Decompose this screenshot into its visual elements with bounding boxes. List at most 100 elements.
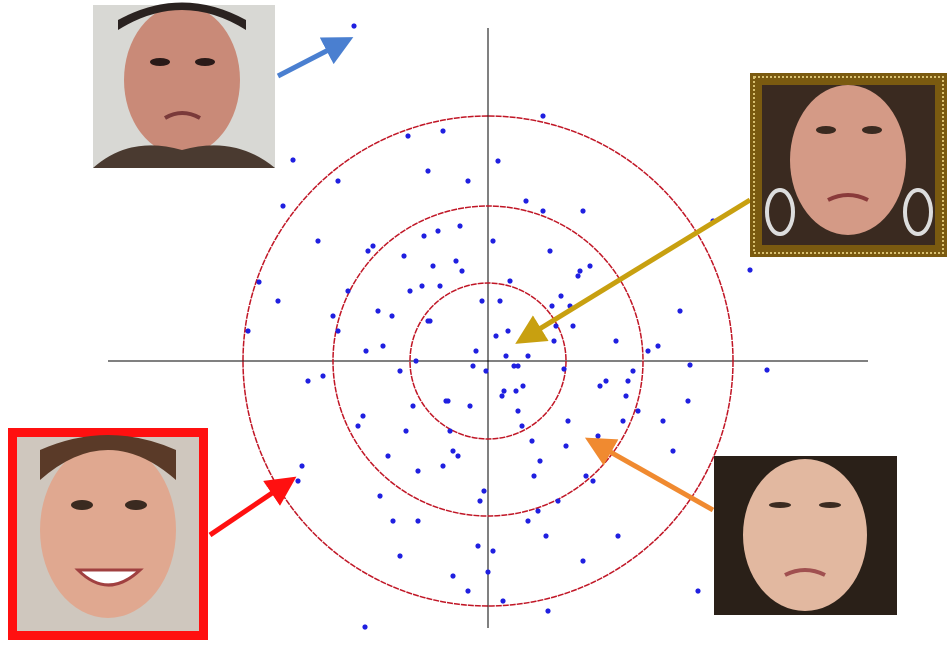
point — [520, 383, 525, 388]
point — [558, 293, 563, 298]
point — [413, 358, 418, 363]
point — [587, 263, 592, 268]
point — [485, 569, 490, 574]
point — [445, 398, 450, 403]
point — [603, 378, 608, 383]
point — [531, 473, 536, 478]
point — [580, 208, 585, 213]
point — [483, 368, 488, 373]
face — [743, 459, 867, 611]
point — [473, 348, 478, 353]
eye — [816, 126, 836, 134]
point — [525, 518, 530, 523]
chart — [0, 0, 947, 645]
point — [320, 373, 325, 378]
point — [360, 413, 365, 418]
page: (() => { const data = JSON.parse(documen… — [0, 0, 947, 645]
point — [305, 378, 310, 383]
face — [124, 5, 240, 155]
eye — [862, 126, 882, 134]
point — [529, 438, 534, 443]
point — [670, 448, 675, 453]
eye — [195, 58, 215, 66]
arrow — [210, 485, 284, 535]
eye — [769, 502, 791, 508]
point — [570, 323, 575, 328]
point — [563, 443, 568, 448]
point — [415, 518, 420, 523]
points — [245, 23, 769, 629]
eye — [150, 58, 170, 66]
point — [645, 348, 650, 353]
point — [440, 463, 445, 468]
point — [437, 283, 442, 288]
point — [470, 363, 475, 368]
arrow — [528, 200, 750, 336]
point — [430, 263, 435, 268]
point — [380, 343, 385, 348]
point — [435, 228, 440, 233]
point — [655, 343, 660, 348]
face — [40, 442, 176, 618]
point — [385, 453, 390, 458]
point — [580, 558, 585, 563]
face — [790, 85, 906, 235]
point — [490, 548, 495, 553]
point — [565, 418, 570, 423]
arrow — [598, 445, 713, 510]
point — [299, 463, 304, 468]
point — [375, 308, 380, 313]
point — [275, 298, 280, 303]
point — [397, 368, 402, 373]
point — [695, 588, 700, 593]
face-angry — [93, 3, 275, 169]
point — [362, 624, 367, 629]
point — [389, 313, 394, 318]
point — [507, 278, 512, 283]
point — [553, 323, 558, 328]
point — [685, 398, 690, 403]
point — [425, 318, 430, 323]
point — [543, 533, 548, 538]
point — [595, 433, 600, 438]
point — [405, 133, 410, 138]
point — [583, 473, 588, 478]
point — [623, 393, 628, 398]
point — [747, 267, 752, 272]
point — [355, 423, 360, 428]
point — [501, 388, 506, 393]
point — [403, 428, 408, 433]
point — [620, 418, 625, 423]
point — [447, 428, 452, 433]
point — [459, 268, 464, 273]
point — [467, 403, 472, 408]
point — [551, 338, 556, 343]
point — [493, 333, 498, 338]
eye — [819, 502, 841, 508]
point — [764, 367, 769, 372]
point — [425, 168, 430, 173]
point — [513, 388, 518, 393]
point — [575, 273, 580, 278]
point — [499, 393, 504, 398]
point — [450, 448, 455, 453]
point — [465, 178, 470, 183]
point — [245, 328, 250, 333]
point — [519, 423, 524, 428]
point — [615, 533, 620, 538]
point — [335, 328, 340, 333]
point — [290, 157, 295, 162]
point — [410, 403, 415, 408]
point — [365, 248, 370, 253]
point — [625, 378, 630, 383]
point — [465, 588, 470, 593]
arrow — [278, 44, 340, 76]
point — [390, 518, 395, 523]
point — [597, 383, 602, 388]
point — [590, 478, 595, 483]
point — [345, 288, 350, 293]
point — [515, 408, 520, 413]
point — [503, 353, 508, 358]
point — [540, 208, 545, 213]
point — [457, 223, 462, 228]
